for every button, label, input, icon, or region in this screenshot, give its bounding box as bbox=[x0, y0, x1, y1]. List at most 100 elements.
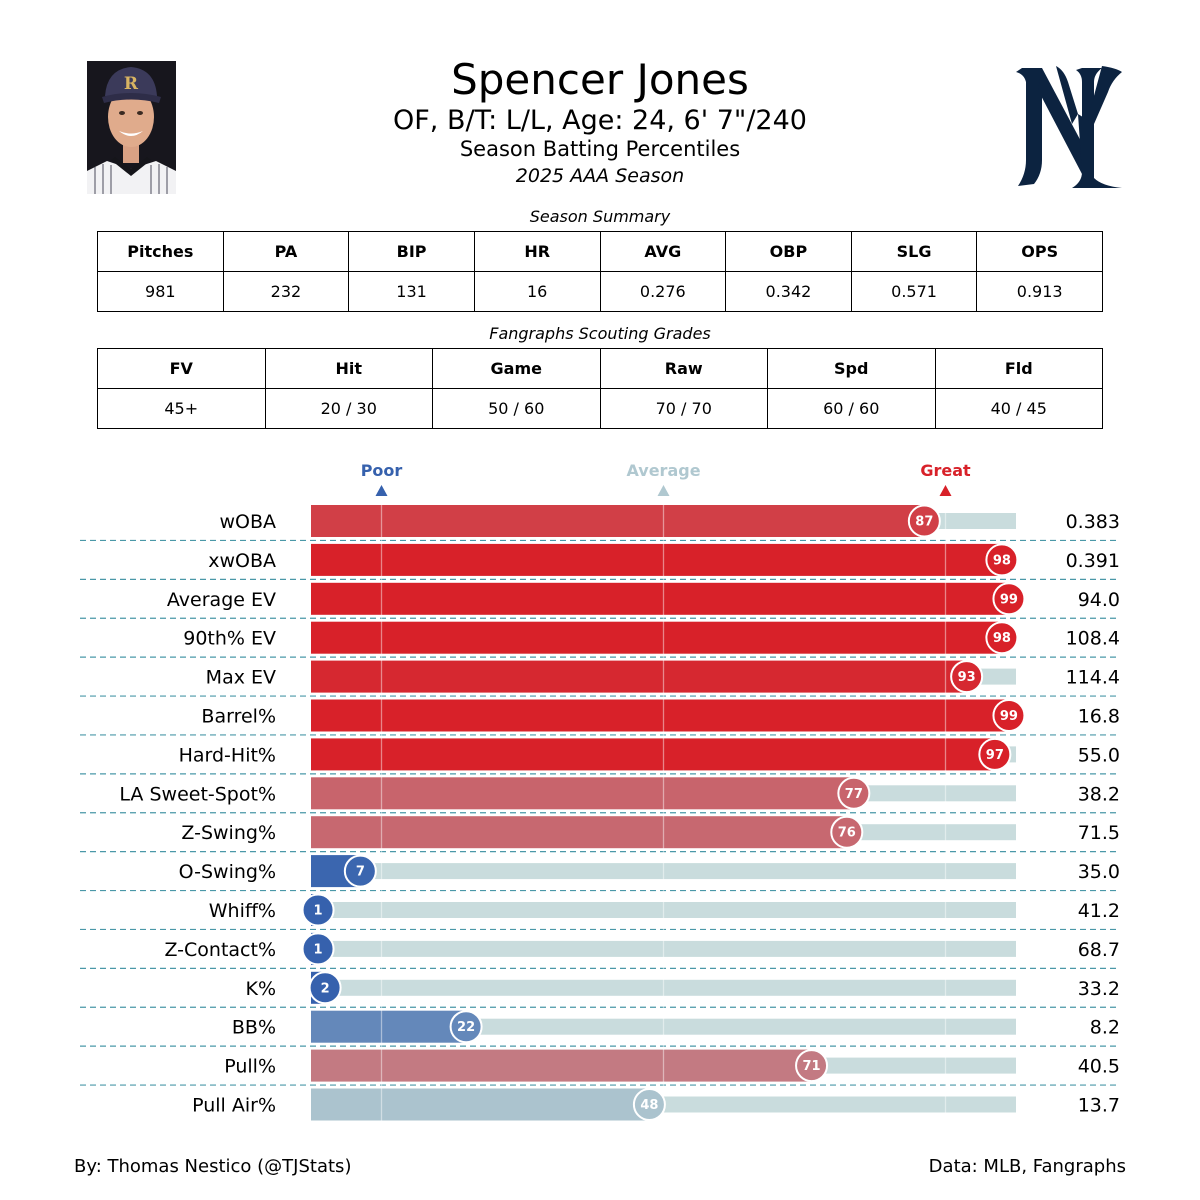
percentile-track bbox=[311, 979, 1016, 996]
summary-header-cell: BIP bbox=[348, 231, 475, 272]
percentile-label: 2 bbox=[321, 981, 330, 996]
metric-label: BB% bbox=[232, 1017, 276, 1039]
grades-value-cell: 60 / 60 bbox=[767, 388, 936, 429]
percentile-bar bbox=[311, 1049, 812, 1082]
metric-label: xwOBA bbox=[208, 550, 276, 572]
scale-label-poor: Poor bbox=[361, 461, 403, 480]
scale-label-great: Great bbox=[920, 461, 971, 480]
metric-value: 16.8 bbox=[1078, 706, 1120, 728]
percentile-bar bbox=[311, 1088, 650, 1121]
summary-value-cell: 16 bbox=[473, 271, 601, 312]
percentile-label: 48 bbox=[640, 1098, 658, 1113]
metric-value: 13.7 bbox=[1078, 1095, 1120, 1117]
chart-subtitle: Season Batting Percentiles bbox=[459, 137, 741, 161]
metric-value: 0.391 bbox=[1066, 550, 1120, 572]
metric-label: wOBA bbox=[219, 511, 276, 533]
percentile-label: 76 bbox=[838, 826, 856, 841]
metric-value: 41.2 bbox=[1078, 900, 1120, 922]
percentile-label: 22 bbox=[457, 1020, 475, 1035]
metric-value: 68.7 bbox=[1078, 939, 1120, 961]
metric-value: 94.0 bbox=[1078, 589, 1120, 611]
percentile-label: 7 bbox=[356, 865, 365, 880]
summary-header-cell: SLG bbox=[850, 231, 978, 272]
svg-text:R: R bbox=[124, 74, 139, 94]
percentile-marker bbox=[301, 932, 335, 966]
metric-value: 40.5 bbox=[1078, 1056, 1120, 1078]
summary-value-cell: 131 bbox=[348, 271, 475, 312]
percentile-label: 77 bbox=[845, 787, 863, 802]
summary-value-cell: 0.913 bbox=[976, 271, 1103, 312]
percentile-label: 93 bbox=[958, 670, 976, 685]
metric-value: 38.2 bbox=[1078, 783, 1120, 805]
percentile-label: 87 bbox=[915, 515, 933, 530]
metric-value: 108.4 bbox=[1066, 628, 1120, 650]
grades-table-title: Fangraphs Scouting Grades bbox=[489, 324, 711, 343]
grades-value-cell: 40 / 45 bbox=[934, 388, 1103, 429]
metric-label: 90th% EV bbox=[183, 628, 276, 650]
percentile-marker bbox=[950, 660, 984, 694]
summary-value-row: 981 232 131 16 0.276 0.342 0.571 0.913 bbox=[97, 271, 1103, 312]
percentile-label: 97 bbox=[986, 748, 1004, 763]
percentile-bar bbox=[311, 621, 1002, 654]
metric-label: Average EV bbox=[167, 589, 276, 611]
percentile-label: 98 bbox=[993, 631, 1011, 646]
grades-header-cell: Spd bbox=[767, 348, 936, 389]
percentile-marker bbox=[308, 971, 342, 1005]
percentile-track bbox=[311, 863, 1016, 880]
scale-label-average: Average bbox=[626, 461, 700, 480]
season-label: 2025 AAA Season bbox=[515, 165, 685, 187]
percentile-marker bbox=[978, 737, 1012, 771]
grades-header-cell: Game bbox=[432, 348, 601, 389]
grades-header-row: FV Hit Game Raw Spd Fld bbox=[97, 348, 1103, 389]
summary-header-cell: OBP bbox=[725, 231, 852, 272]
metric-label: O-Swing% bbox=[179, 861, 276, 883]
percentile-marker bbox=[301, 893, 335, 927]
summary-header-cell: OPS bbox=[976, 231, 1103, 272]
percentile-bar bbox=[311, 1010, 467, 1043]
player-headshot: R bbox=[87, 61, 176, 194]
footer-credit: By: Thomas Nestico (@TJStats) bbox=[74, 1156, 352, 1177]
summary-value-cell: 0.571 bbox=[850, 271, 978, 312]
percentile-bar bbox=[311, 816, 847, 849]
grades-value-cell: 50 / 60 bbox=[432, 388, 601, 429]
summary-table-title: Season Summary bbox=[529, 207, 671, 226]
grades-value-row: 45+ 20 / 30 50 / 60 70 / 70 60 / 60 40 /… bbox=[97, 388, 1103, 429]
metric-value: 8.2 bbox=[1090, 1017, 1120, 1039]
summary-header-row: Pitches PA BIP HR AVG OBP SLG OPS bbox=[97, 231, 1103, 272]
percentile-marker bbox=[449, 1010, 483, 1044]
percentile-marker bbox=[992, 582, 1026, 616]
grades-header-cell: FV bbox=[97, 348, 266, 389]
metric-label: Z-Contact% bbox=[164, 939, 276, 961]
player-name: Spencer Jones bbox=[451, 55, 749, 104]
percentile-label: 99 bbox=[1000, 709, 1018, 724]
percentile-bar bbox=[311, 738, 995, 771]
metric-label: Whiff% bbox=[209, 900, 276, 922]
percentile-bar bbox=[311, 660, 967, 693]
metric-value: 33.2 bbox=[1078, 978, 1120, 1000]
percentile-bar bbox=[311, 543, 1002, 576]
scale-marker-poor-icon bbox=[375, 485, 388, 496]
summary-value-cell: 0.276 bbox=[599, 271, 727, 312]
summary-value-cell: 0.342 bbox=[725, 271, 852, 312]
summary-header-cell: HR bbox=[473, 231, 601, 272]
scouting-grades-table: FV Hit Game Raw Spd Fld 45+ 20 / 30 50 /… bbox=[97, 348, 1103, 429]
percentile-marker bbox=[343, 854, 377, 888]
metric-value: 71.5 bbox=[1078, 822, 1120, 844]
percentile-track bbox=[311, 940, 1016, 957]
percentile-marker bbox=[632, 1088, 666, 1121]
grades-value-cell: 70 / 70 bbox=[599, 388, 768, 429]
metric-value: 114.4 bbox=[1066, 667, 1120, 689]
scale-marker-average-icon bbox=[657, 485, 670, 496]
percentile-bar bbox=[311, 505, 925, 537]
percentile-bar-chart: Poor Average Great wOBA 0.383 xwOBA 0.391 Avera… bbox=[80, 461, 1120, 1123]
percentile-marker bbox=[795, 1049, 829, 1083]
summary-header-cell: PA bbox=[222, 231, 350, 272]
percentile-marker bbox=[907, 504, 941, 538]
summary-header-cell: Pitches bbox=[97, 231, 224, 272]
metric-label: Z-Swing% bbox=[181, 822, 276, 844]
metric-label: Pull Air% bbox=[192, 1095, 276, 1117]
metric-label: LA Sweet-Spot% bbox=[119, 783, 276, 805]
player-bio: OF, B/T: L/L, Age: 24, 6' 7"/240 bbox=[393, 105, 807, 136]
grades-value-cell: 45+ bbox=[97, 388, 266, 429]
percentile-track bbox=[311, 1018, 1016, 1035]
